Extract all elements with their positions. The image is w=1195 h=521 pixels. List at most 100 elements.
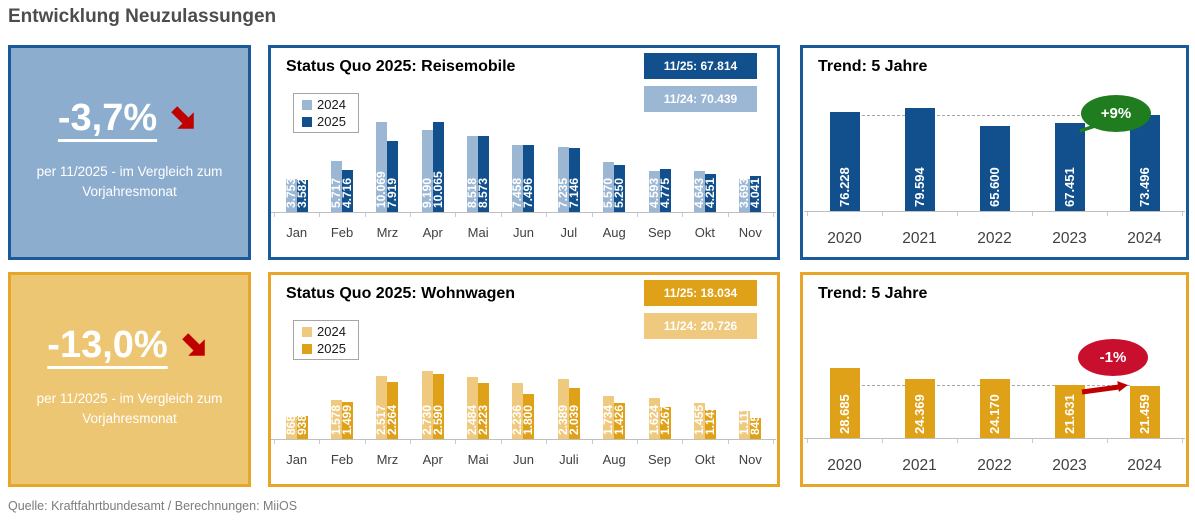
chart-column-apr: 9.190 10.065 bbox=[410, 105, 455, 212]
bar-pair: 4.643 4.251 bbox=[693, 171, 716, 212]
x-axis-label-2023: 2023 bbox=[1052, 457, 1087, 474]
chart-panel-status-quo-wohnwagen: Status Quo 2025: Wohnwagen 11/25: 18.034… bbox=[268, 272, 780, 487]
bar-pair: 76.228 bbox=[829, 112, 860, 211]
axis-tick bbox=[1107, 212, 1108, 216]
bar-pair: 10.069 7.919 bbox=[376, 122, 399, 212]
badge-previous-year-total: 11/24: 20.726 bbox=[644, 313, 757, 339]
chart-column-2020: 76.228 bbox=[807, 94, 882, 211]
x-axis-label-jan: Jan bbox=[286, 452, 308, 467]
bar-values-2023: 67.451 bbox=[1054, 123, 1085, 211]
x-axis-line bbox=[271, 212, 776, 213]
bar-2024-mrz: 2.517 bbox=[376, 376, 388, 439]
bar-2025-okt: 4.251 bbox=[704, 174, 716, 212]
bar-2024-jun: 7.458 bbox=[512, 145, 524, 212]
x-axis-label-apr: Apr bbox=[422, 225, 443, 240]
bar-values-2020: 28.685 bbox=[829, 368, 860, 438]
chart-title: Trend: 5 Jahre bbox=[818, 285, 928, 302]
bar-2025-aug: 5.250 bbox=[614, 165, 626, 212]
chart-column-2020: 28.685 bbox=[807, 353, 882, 438]
chart-column-2022: 65.600 bbox=[957, 94, 1032, 211]
page-title: Entwicklung Neuzulassungen bbox=[8, 6, 277, 27]
bar-values-2022: 65.600 bbox=[979, 126, 1010, 211]
bar-2024-feb: 1.578 bbox=[331, 400, 343, 439]
bar-2024-sep: 4.593 bbox=[648, 171, 660, 212]
chart-title: Trend: 5 Jahre bbox=[818, 58, 928, 75]
chart-column-nov: 1.111845 bbox=[728, 339, 773, 439]
bar-pair: 24.170 bbox=[979, 379, 1010, 438]
bar-pair: 65.600 bbox=[979, 126, 1010, 211]
bar-values-2020: 76.228 bbox=[829, 112, 860, 211]
bar-pair: 3.753 3.582 bbox=[285, 179, 308, 212]
bar-pair: 79.594 bbox=[904, 108, 935, 211]
chart-column-okt: 4.643 4.251 bbox=[682, 105, 727, 212]
bar-2025-feb: 4.716 bbox=[342, 170, 354, 212]
bar-values-2021: 79.594 bbox=[904, 108, 935, 211]
x-axis-label-okt: Okt bbox=[694, 225, 716, 240]
reference-dashed-line bbox=[857, 115, 1130, 116]
bar-pair: 5.717 4.716 bbox=[331, 161, 354, 212]
bar-2025-nov: 845 bbox=[750, 418, 762, 439]
bar-2025-mrz: 2.264 bbox=[387, 382, 399, 439]
decrease-arrow-icon bbox=[167, 102, 201, 136]
bar-pair: 2.517 2.264 bbox=[376, 376, 399, 439]
bar-2024-apr: 2.730 bbox=[421, 371, 433, 439]
axis-tick bbox=[274, 213, 275, 217]
axis-tick bbox=[1032, 212, 1033, 216]
axis-tick bbox=[636, 213, 638, 217]
bar-2024-sep: 1.624 bbox=[648, 398, 660, 439]
axis-tick bbox=[727, 440, 729, 444]
axis-tick bbox=[1182, 439, 1183, 443]
x-axis-label-jul: Jul bbox=[560, 225, 578, 240]
axis-tick bbox=[546, 440, 548, 444]
x-axis-label-2020: 2020 bbox=[827, 230, 862, 247]
chart-title: Status Quo 2025: Wohnwagen bbox=[286, 285, 516, 302]
bar-2024-mai: 2.484 bbox=[467, 377, 479, 439]
legend-swatch-2025 bbox=[302, 116, 312, 127]
legend-label-2025: 2025 bbox=[317, 341, 346, 356]
bar-2025-okt: 1.143 bbox=[704, 410, 716, 439]
legend-label-2024: 2024 bbox=[317, 324, 346, 339]
chart-column-mrz: 2.517 2.264 bbox=[365, 339, 410, 439]
bar-2025-nov: 4.041 bbox=[750, 176, 762, 212]
bar-pair: 1.578 1.499 bbox=[331, 400, 354, 439]
bar-pair: 21.459 bbox=[1129, 386, 1160, 438]
bar-2025-sep: 1.267 bbox=[659, 407, 671, 439]
axis-tick bbox=[364, 213, 366, 217]
x-axis-labels: Jan Feb Mrz Apr Mai Jun Jul Aug Sep Okt Nov bbox=[274, 225, 773, 245]
legend-swatch-2024 bbox=[302, 99, 312, 110]
bar-2024-jul: 7.235 bbox=[557, 147, 569, 212]
x-axis-label-mrz: Mrz bbox=[376, 225, 399, 240]
axis-tick bbox=[807, 439, 808, 443]
bar-pair: 5.570 5.250 bbox=[603, 162, 626, 212]
bar-2025-jan: 3.582 bbox=[296, 180, 308, 212]
badge-previous-year-total: 11/24: 70.439 bbox=[644, 86, 757, 112]
bar-2025-apr: 2.590 bbox=[432, 374, 444, 439]
bar-pair: 7.235 7.146 bbox=[557, 147, 580, 212]
x-axis-label-mai: Mai bbox=[467, 225, 489, 240]
bar-pair: 4.593 4.775 bbox=[648, 169, 671, 212]
x-axis-label-2021: 2021 bbox=[902, 457, 937, 474]
axis-tick bbox=[682, 213, 684, 217]
chart-column-sep: 1.624 1.267 bbox=[637, 339, 682, 439]
chart-column-mai: 8.518 8.573 bbox=[455, 105, 500, 212]
bar-2024-apr: 9.190 bbox=[421, 130, 433, 212]
bar-values-2023: 21.631 bbox=[1054, 385, 1085, 438]
bar-2024-mrz: 10.069 bbox=[376, 122, 388, 212]
bar-2025-mai: 8.573 bbox=[478, 136, 490, 212]
x-axis-label-jan: Jan bbox=[286, 225, 308, 240]
chart-column-nov: 3.693 4.041 bbox=[728, 105, 773, 212]
axis-tick bbox=[773, 213, 774, 217]
x-axis-label-sep: Sep bbox=[647, 452, 672, 467]
bar-2024-jan: 868 bbox=[285, 417, 297, 439]
bar-2024-juli: 2.389 bbox=[557, 379, 569, 439]
legend-item-2024: 2024 bbox=[302, 324, 346, 339]
decrease-arrow-icon bbox=[178, 329, 212, 363]
bar-values-2021: 24.369 bbox=[904, 379, 935, 438]
chart-column-mai: 2.484 2.223 bbox=[455, 339, 500, 439]
legend-swatch-2025 bbox=[302, 343, 312, 354]
chart-column-jul: 7.235 7.146 bbox=[546, 105, 591, 212]
chart-column-juli: 2.389 2.039 bbox=[546, 339, 591, 439]
bar-2025-jun: 7.496 bbox=[523, 145, 535, 212]
bar-2024-jun: 2.236 bbox=[512, 383, 524, 439]
